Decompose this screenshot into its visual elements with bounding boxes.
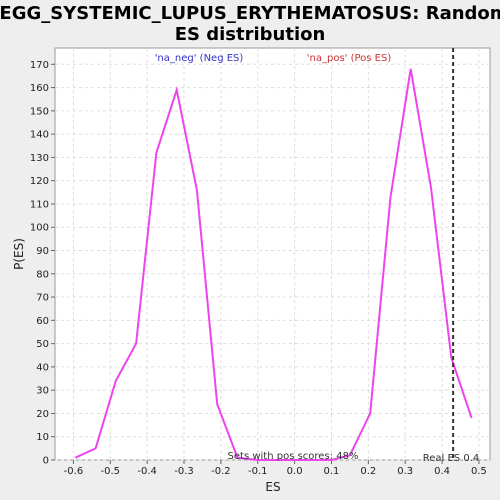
x-tick-label: -0.1 [248, 466, 268, 477]
y-tick-label: 90 [36, 246, 49, 257]
y-tick-label: 20 [36, 409, 49, 420]
y-tick-label: 10 [36, 432, 49, 443]
y-axis: 0 10 20 30 40 50 60 70 80 90 100 110 120 130 140 150 160… [30, 60, 55, 467]
x-tick-label: 0.3 [397, 466, 413, 477]
y-tick-label: 0 [43, 456, 49, 467]
x-tick-label: -0.3 [174, 466, 194, 477]
y-tick-label: 30 [36, 386, 49, 397]
x-tick-label: 0.5 [471, 466, 487, 477]
x-tick-label: 0.1 [324, 466, 340, 477]
y-tick-label: 110 [30, 199, 49, 210]
x-tick-label: -0.4 [137, 466, 157, 477]
chart-title-line1: KEGG_SYSTEMIC_LUPUS_ERYTHEMATOSUS: Rando… [0, 3, 500, 24]
x-tick-label: -0.2 [211, 466, 231, 477]
y-tick-label: 120 [30, 176, 49, 187]
y-tick-label: 170 [30, 60, 49, 71]
y-tick-label: 60 [36, 316, 49, 327]
x-tick-label: 0.4 [434, 466, 450, 477]
y-tick-label: 70 [36, 293, 49, 304]
plot-area [54, 47, 491, 461]
series-line-es-distribution [74, 68, 473, 461]
y-tick-label: 50 [36, 339, 49, 350]
y-axis-title: P(ES) [12, 238, 26, 270]
x-tick-label: -0.6 [64, 466, 84, 477]
grid-lines [55, 48, 490, 461]
chart-title-line2: ES distribution [175, 24, 326, 45]
x-tick-label: 0.0 [287, 466, 303, 477]
x-tick-label: 0.2 [360, 466, 376, 477]
real-es-label: Real ES 0.4 [423, 453, 479, 464]
legend-pos-es: 'na_pos' (Pos ES) [307, 53, 392, 64]
x-axis-title: ES [265, 480, 280, 494]
x-tick-label: -0.5 [101, 466, 121, 477]
y-tick-label: 160 [30, 83, 49, 94]
y-tick-label: 140 [30, 130, 49, 141]
legend-neg-es: 'na_neg' (Neg ES) [155, 53, 244, 64]
x-axis: -0.6 -0.5 -0.4 -0.3 -0.2 -0.1 0.0 0.1 0.2 0.3 0.4 0… [64, 460, 487, 477]
y-tick-label: 130 [30, 153, 49, 164]
y-tick-label: 150 [30, 106, 49, 117]
y-tick-label: 40 [36, 362, 49, 373]
y-tick-label: 100 [30, 223, 49, 234]
sets-with-pos-scores-text: Sets with pos scores: 48% [228, 451, 359, 462]
y-tick-label: 80 [36, 269, 49, 280]
